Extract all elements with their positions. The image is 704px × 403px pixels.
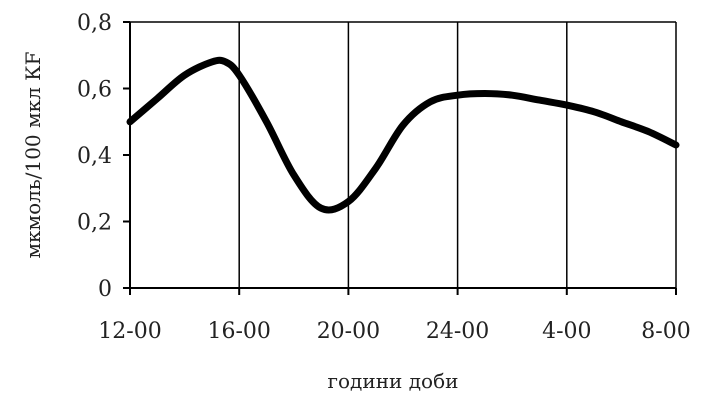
y-tick-label-1: 0,2 (77, 211, 112, 236)
y-tick-label-2: 0,4 (77, 144, 112, 169)
y-axis-title: мкмоль/100 мкл КF (21, 51, 45, 258)
y-tick-label-0: 0 (98, 277, 112, 302)
x-tick-label-3: 24-00 (426, 319, 489, 344)
x-tick-label-1: 16-00 (207, 319, 270, 344)
x-tick-label-4: 4-00 (542, 319, 591, 344)
y-tick-label-3: 0,6 (77, 78, 112, 103)
gridlines (130, 21, 677, 288)
x-tick-label-2: 20-00 (317, 319, 380, 344)
x-axis-title: години доби (328, 369, 459, 393)
series-line (126, 56, 680, 214)
axis-ticks (123, 21, 677, 295)
y-tick-label-4: 0,8 (77, 11, 112, 36)
y-tick-labels: 0 0,2 0,4 0,6 0,8 (77, 11, 112, 302)
x-tick-label-0: 12-00 (98, 319, 161, 344)
x-tick-label-5: 8-00 (641, 319, 690, 344)
x-tick-labels: 12-00 16-00 20-00 24-00 4-00 8-00 (98, 319, 690, 344)
